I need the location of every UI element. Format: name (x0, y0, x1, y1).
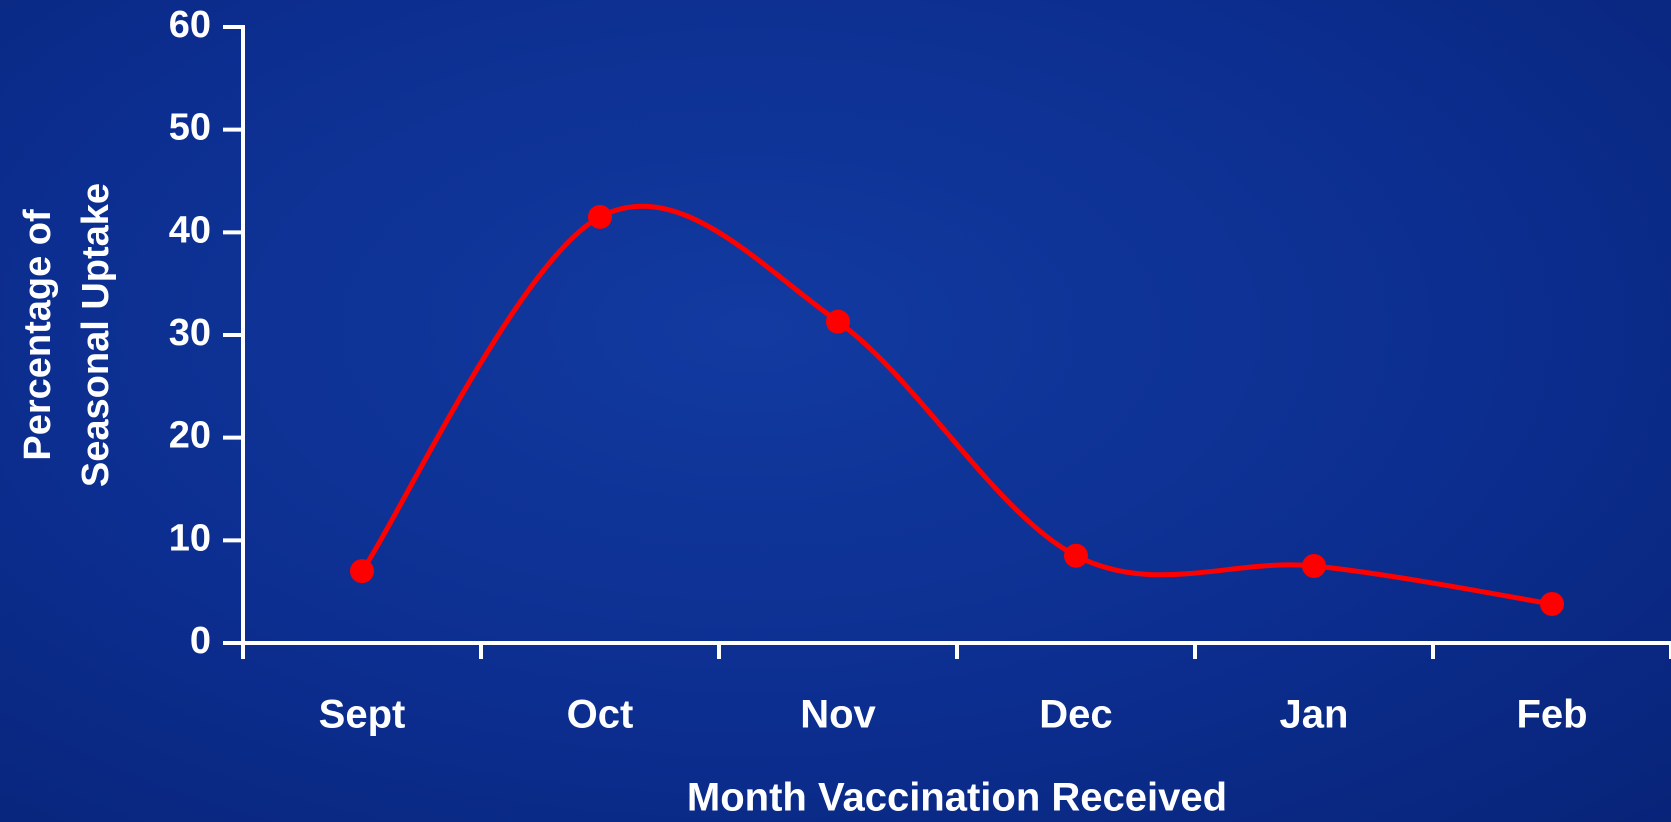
y-axis-label: Seasonal Uptake (75, 183, 117, 487)
y-tick-label: 0 (190, 620, 211, 662)
x-tick-label: Oct (567, 693, 634, 737)
y-tick-label: 10 (169, 517, 211, 559)
y-tick-label: 40 (169, 209, 211, 251)
data-line (359, 203, 1553, 607)
y-tick-label: 50 (169, 107, 211, 149)
data-point (1540, 591, 1564, 616)
data-point (1302, 554, 1326, 578)
data-point (1064, 543, 1088, 568)
x-tick-label: Jan (1280, 693, 1349, 737)
data-point (588, 204, 612, 229)
y-tick-label: 30 (169, 312, 211, 354)
y-tick-label: 20 (169, 415, 211, 457)
y-tick-label: 60 (169, 4, 211, 46)
x-tick-label: Nov (800, 693, 876, 737)
data-point (826, 309, 850, 334)
x-tick-label: Sept (319, 693, 406, 737)
x-axis-label: Month Vaccination Received (687, 776, 1227, 820)
y-axis-label: Percentage of (17, 209, 59, 461)
data-point (350, 559, 374, 584)
x-tick-label: Feb (1516, 693, 1587, 737)
x-tick-label: Dec (1039, 693, 1112, 737)
